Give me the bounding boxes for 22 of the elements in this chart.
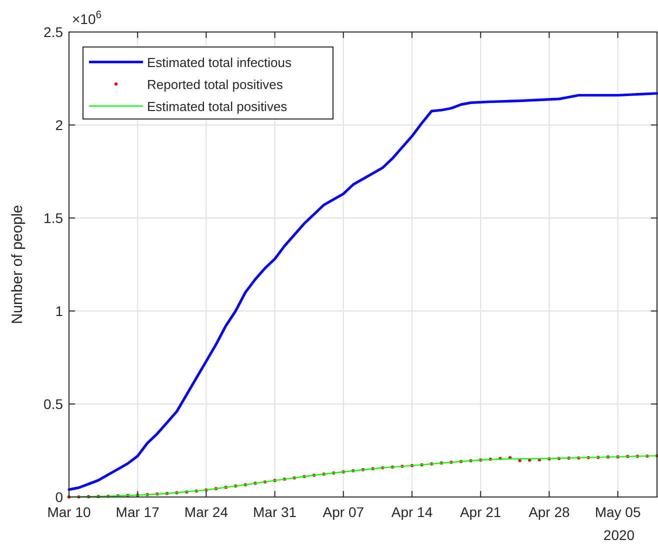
- x-tick-label: Apr 21: [460, 504, 502, 520]
- x-tick-label: Mar 31: [253, 504, 297, 520]
- y-tick-label: 2: [55, 117, 64, 133]
- text: 2020: [603, 527, 635, 543]
- x-tick-label: Apr 07: [322, 504, 364, 520]
- x-tick-label: Mar 17: [116, 504, 160, 520]
- x-tick-label: May 05: [594, 504, 641, 520]
- legend-label: Reported total positives: [147, 77, 284, 92]
- x-tick-label: Mar 10: [47, 504, 91, 520]
- legend-label: Estimated total positives: [147, 99, 288, 114]
- y-tick-label: 1: [55, 303, 64, 319]
- y-axis-title: Number of people: [9, 204, 26, 324]
- x-tick-label: Mar 24: [184, 504, 228, 520]
- y-tick-label: 0: [55, 489, 64, 505]
- y-tick-label: 2.5: [44, 24, 64, 40]
- x-tick-label: Apr 14: [391, 504, 433, 520]
- x-tick-label: Apr 28: [528, 504, 570, 520]
- legend-label: Estimated total infectious: [147, 55, 292, 70]
- y-tick-label: 1.5: [44, 210, 64, 226]
- y-tick-label: 0.5: [44, 396, 64, 412]
- text: ×10$^{6}$: [72, 9, 102, 27]
- line-series: [68, 92, 658, 491]
